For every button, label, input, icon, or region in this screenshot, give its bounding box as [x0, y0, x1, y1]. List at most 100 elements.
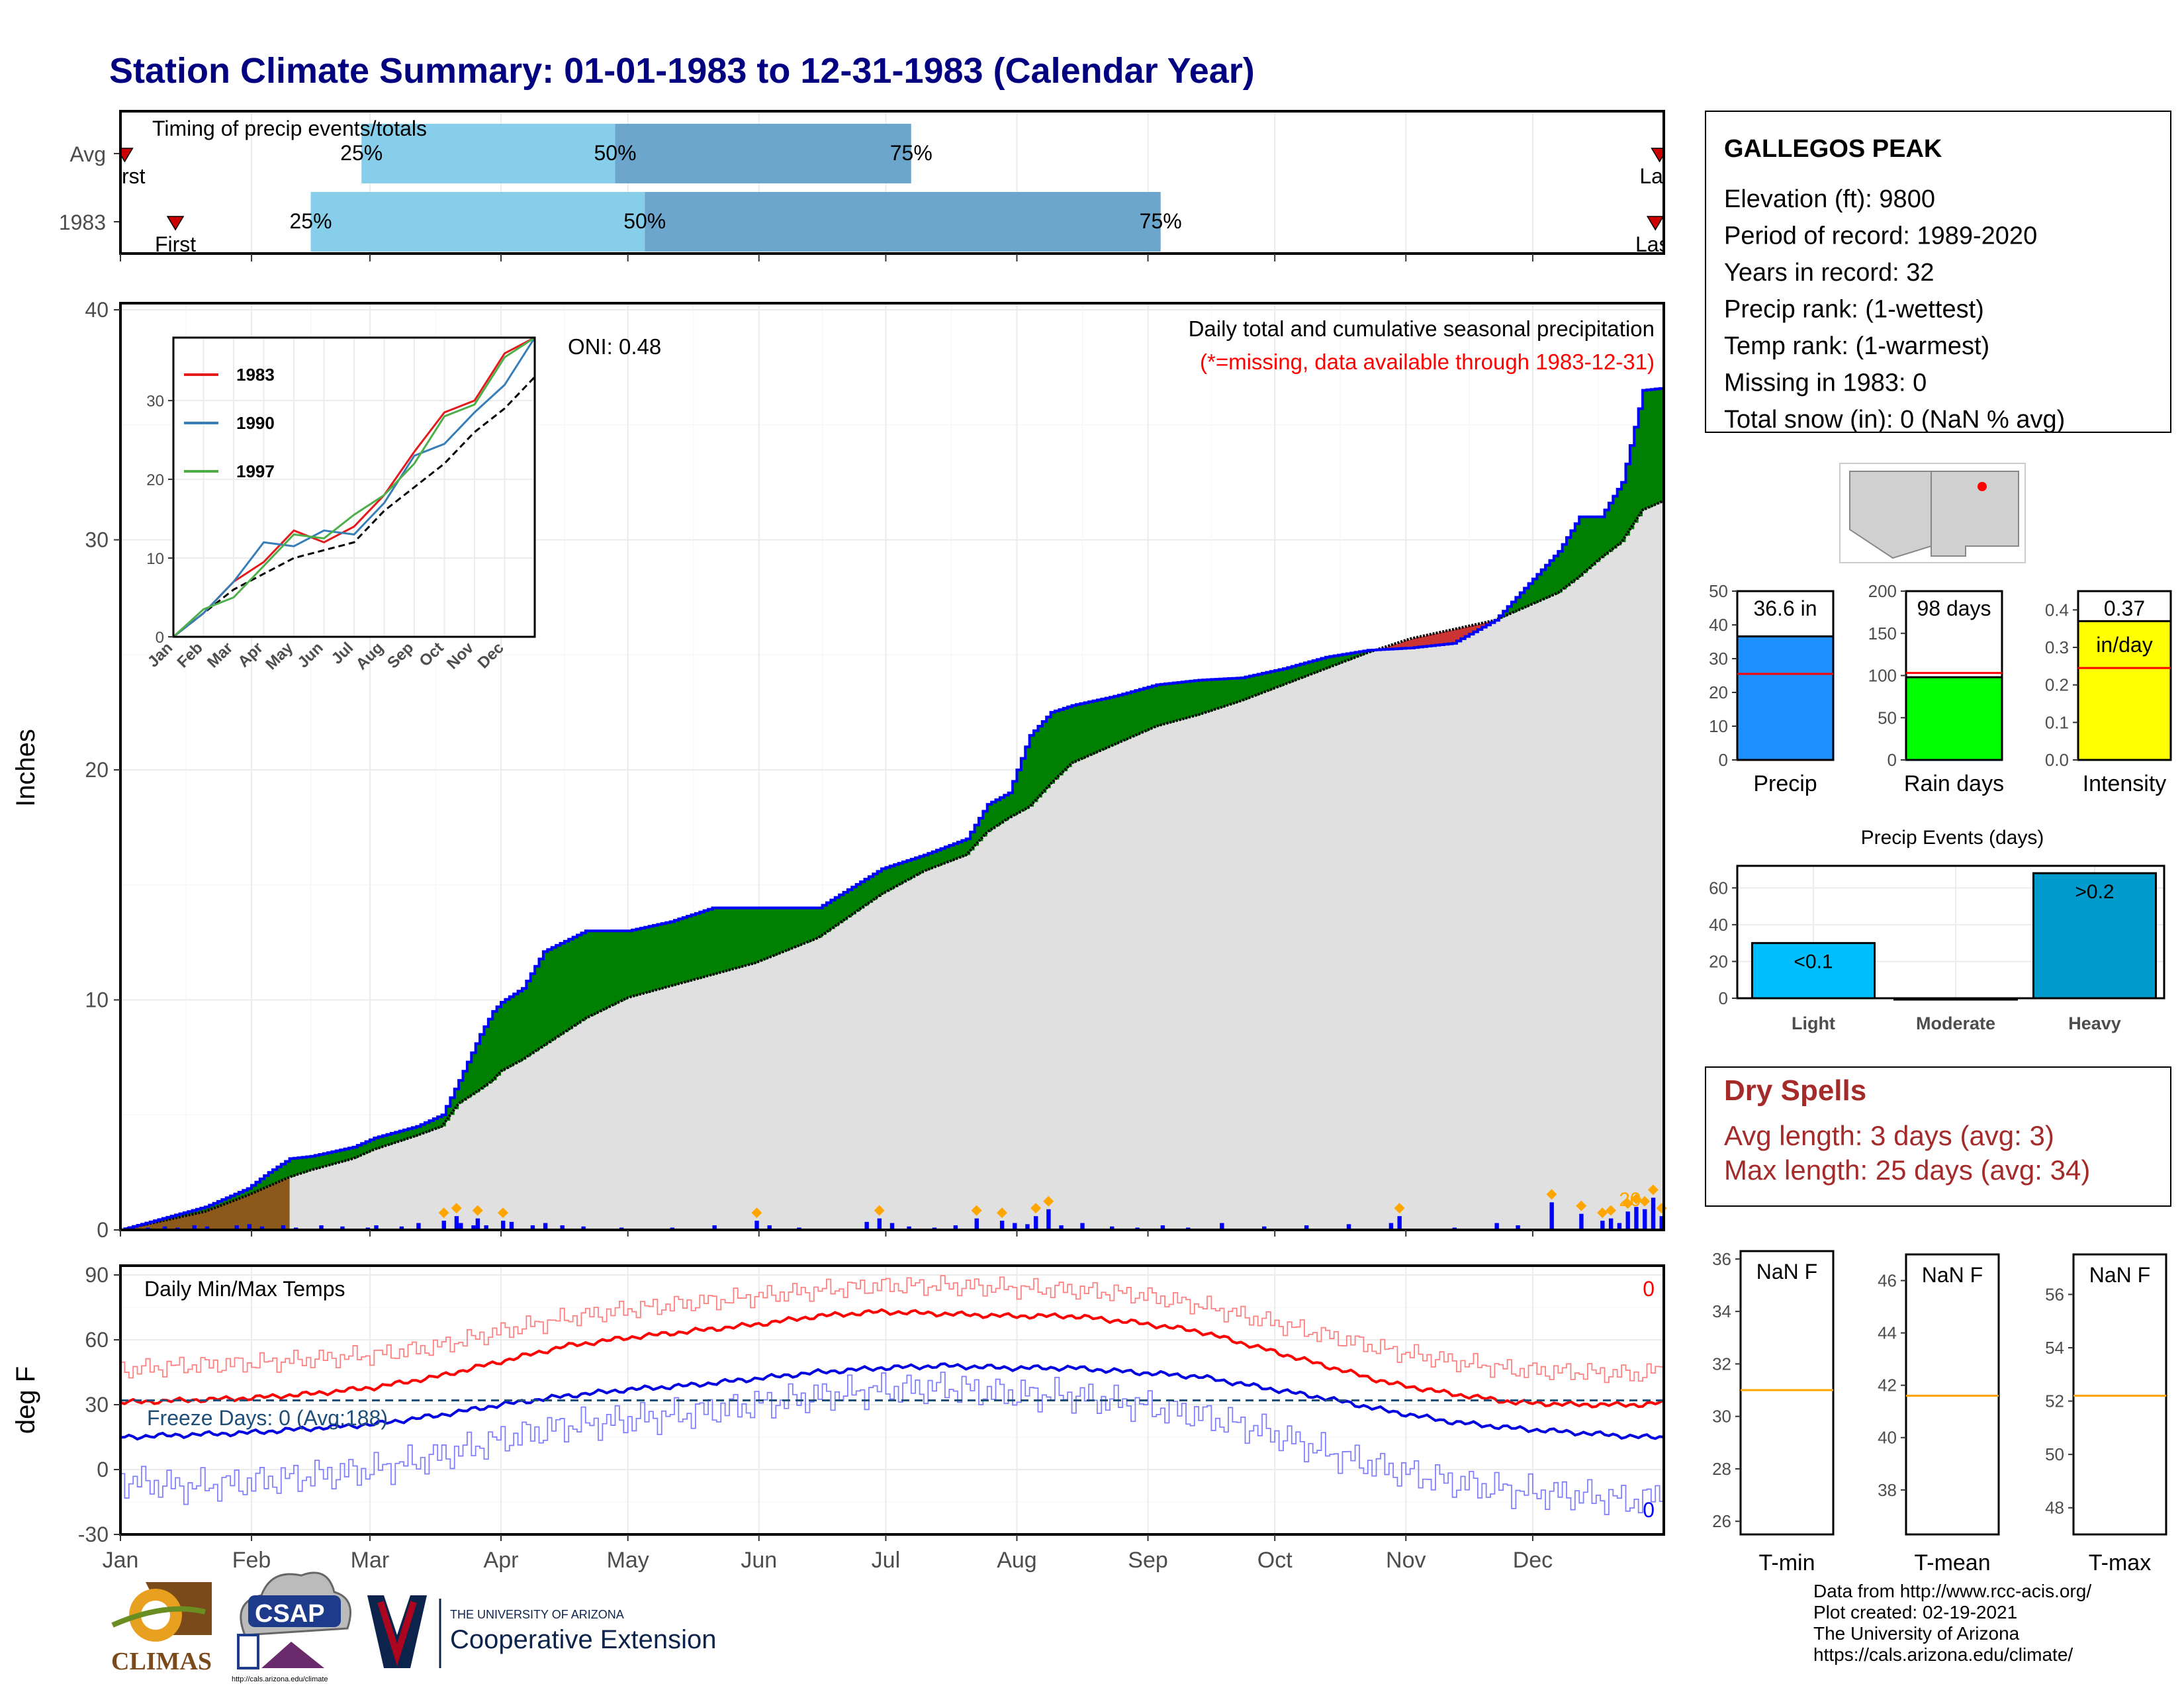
summary-y-tick: 0.0	[2045, 750, 2069, 770]
temp-box-value: NaN F	[1756, 1260, 1817, 1284]
y-tick-label: 20	[85, 758, 109, 782]
summary-y-tick: 50	[1709, 581, 1728, 601]
precip-events-chart: <0.1 Light Moderate >0.2 Heavy 0 20 40 60 Precip …	[1709, 827, 2165, 1033]
heavy-event-marker	[1622, 1198, 1633, 1209]
temp-box-y-tick: 48	[2045, 1498, 2064, 1518]
temp-box-y-tick: 44	[1878, 1323, 1897, 1343]
heavy-event-marker	[1576, 1200, 1587, 1211]
temp-box-y-tick: 42	[1878, 1376, 1897, 1395]
daily-precip-bar	[530, 1225, 535, 1230]
heavy-event-marker	[751, 1207, 762, 1219]
heavy-event-marker	[498, 1207, 509, 1219]
month-tick-label: Apr	[484, 1548, 519, 1573]
month-tick-label: Jan	[103, 1548, 139, 1573]
inset-y-tick: 0	[156, 629, 164, 647]
heavy-event-marker	[472, 1205, 483, 1216]
heavy-event-marker	[971, 1205, 982, 1216]
svg-text:CSAP: CSAP	[255, 1600, 325, 1628]
daily-precip-bar	[1059, 1225, 1064, 1230]
page-title: Station Climate Summary: 01-01-1983 to 1…	[109, 51, 1255, 91]
event-y-tick: 0	[1719, 988, 1728, 1008]
temp-box-y-tick: 40	[1878, 1428, 1897, 1448]
timing-q50-label: 50%	[623, 209, 666, 233]
daily-precip-bar	[319, 1225, 324, 1230]
station-location-dot	[1978, 482, 1987, 491]
avg-cumulative-area	[120, 500, 1664, 1230]
footer-credits: Data from http://www.rcc-acis.org/ Plot …	[1813, 1581, 2091, 1665]
event-bar	[2032, 872, 2157, 1000]
event-y-tick: 40	[1709, 915, 1728, 935]
month-tick-label: Dec	[1513, 1548, 1553, 1573]
main-note: (*=missing, data available through 1983-…	[1200, 350, 1655, 374]
month-tick-label: Nov	[1386, 1548, 1426, 1573]
station-info-line: Precip rank: (1-wettest)	[1724, 296, 1984, 324]
inset-series-line	[173, 337, 536, 638]
dry-spells-avg: Avg length: 3 days (avg: 3)	[1724, 1120, 2054, 1151]
inset-series-line	[172, 336, 535, 638]
heavy-event-marker	[996, 1207, 1007, 1219]
month-tick-label: Mar	[351, 1548, 390, 1573]
month-tick-label: Sep	[1128, 1548, 1168, 1573]
avg-max-line	[120, 1308, 1664, 1409]
daily-precip-bar	[441, 1221, 446, 1230]
temp-box-y-tick: 26	[1712, 1511, 1731, 1531]
timing-panel-title: Timing of precip events/totals	[152, 117, 427, 140]
temp-title: Daily Min/Max Temps	[144, 1277, 345, 1301]
event-bar	[1751, 942, 1876, 1000]
daily-precip-bar	[712, 1225, 717, 1230]
y-tick-label: 0	[97, 1218, 109, 1242]
daily-precip-bar	[1608, 1218, 1614, 1230]
summary-y-tick: 0	[1888, 750, 1897, 770]
summary-unit-label: in/day	[2096, 633, 2152, 657]
summary-bar-label: Intensity	[2083, 771, 2167, 796]
summary-y-tick: 0	[1719, 750, 1728, 770]
summary-y-tick: 20	[1709, 682, 1728, 702]
summary-y-tick: 150	[1868, 624, 1897, 643]
events-title: Precip Events (days)	[1861, 827, 2044, 849]
footer-line: Data from http://www.rcc-acis.org/	[1813, 1581, 2092, 1601]
daily-precip-bar	[974, 1218, 979, 1230]
summary-y-tick: 0.1	[2045, 712, 2069, 732]
daily-precip-bar	[1110, 1226, 1115, 1230]
heavy-event-marker	[1030, 1203, 1042, 1214]
daily-precip-bar	[953, 1225, 958, 1230]
temp-y-tick: -30	[78, 1523, 109, 1546]
daily-precip-bar	[205, 1226, 210, 1230]
summary-bars: 0 10 20 30 40 50 36.6 in Precip 0 50 100 150 200 98 d…	[1709, 581, 2172, 796]
month-tick-label: Oct	[1257, 1548, 1293, 1573]
daily-precip-bar	[1634, 1207, 1639, 1230]
daily-precip-bar	[247, 1224, 252, 1230]
daily-precip-bar	[234, 1225, 239, 1230]
daily-precip-bar	[162, 1226, 167, 1230]
temp-y-tick: 60	[85, 1328, 109, 1352]
bar-peak-label: 20	[1619, 1189, 1641, 1211]
daily-precip-bar	[1046, 1209, 1051, 1230]
month-tick-label: May	[607, 1548, 649, 1573]
heavy-event-marker	[1647, 1184, 1659, 1196]
summary-bar	[1905, 676, 2003, 761]
temperature-chart: -30 0 30 60 90 Jan Feb Mar Apr May Jun Jul Aug Sep Oct…	[11, 1263, 1665, 1573]
temp-box-y-tick: 30	[1712, 1407, 1731, 1427]
main-subtitle: Daily total and cumulative seasonal prec…	[1189, 316, 1655, 341]
footer-line: The University of Arizona	[1813, 1623, 2020, 1644]
daily-precip-bar	[560, 1225, 565, 1230]
heavy-event-marker	[451, 1203, 462, 1214]
station-info-line: Elevation (ft): 9800	[1724, 185, 1935, 213]
timing-q1-bar	[361, 124, 615, 183]
summary-y-tick: 50	[1878, 708, 1897, 727]
heavy-event-marker	[1631, 1194, 1642, 1205]
temp-y-tick: 0	[97, 1458, 109, 1481]
summary-y-tick: 10	[1709, 716, 1728, 736]
y-tick-label: 40	[85, 298, 109, 322]
dry-spells-box: Dry Spells Avg length: 3 days (avg: 3) M…	[1705, 1066, 2171, 1207]
station-info-line: Total snow (in): 0 (NaN % avg)	[1724, 406, 2065, 434]
daily-precip-bar	[1549, 1202, 1554, 1230]
daily-precip-bar	[475, 1218, 480, 1230]
station-info-box: GALLEGOS PEAK Elevation (ft): 9800 Period …	[1705, 111, 2171, 434]
daily-precip-bar	[1388, 1223, 1394, 1230]
main-ylabel: Inches	[11, 729, 40, 807]
min-count-label: 0	[1643, 1498, 1655, 1522]
temp-box-y-tick: 46	[1878, 1271, 1897, 1291]
daily-precip-bar	[281, 1225, 286, 1230]
